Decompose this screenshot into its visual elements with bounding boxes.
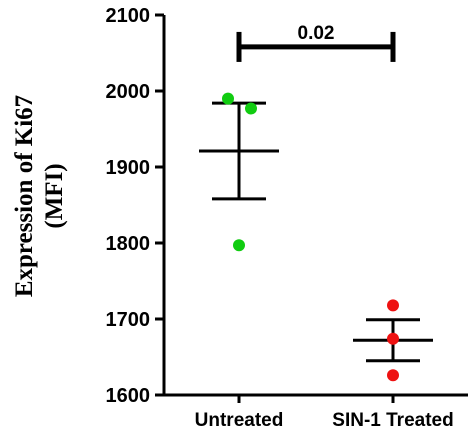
y-tick-label: 2100: [106, 5, 151, 27]
data-marks: [199, 92, 433, 382]
axes: 1600 1700 1800 1900 2000 2100 Untreated SIN-1 T…: [106, 5, 468, 431]
y-tick-label: 1700: [106, 309, 151, 331]
y-axis-title: Expression of Ki67 (MFI): [11, 95, 68, 297]
x-tick-label: SIN-1 Treated: [332, 410, 453, 431]
data-point: [387, 299, 399, 312]
y-tick-label: 1800: [106, 233, 151, 255]
data-point: [233, 239, 245, 252]
y-tick-label: 1900: [106, 157, 151, 179]
y-axis-title-line2: (MFI): [41, 163, 68, 228]
data-point: [387, 332, 399, 345]
data-point: [387, 369, 399, 382]
significance-annotation: 0.02: [236, 23, 396, 62]
x-tick-label: Untreated: [195, 410, 284, 431]
data-point: [222, 92, 234, 105]
y-tick-label: 2000: [106, 81, 151, 103]
y-tick-label: 1600: [106, 385, 151, 407]
data-point: [245, 102, 257, 115]
y-axis-title-line1: Expression of Ki67: [11, 95, 38, 297]
p-value-label: 0.02: [298, 23, 335, 44]
